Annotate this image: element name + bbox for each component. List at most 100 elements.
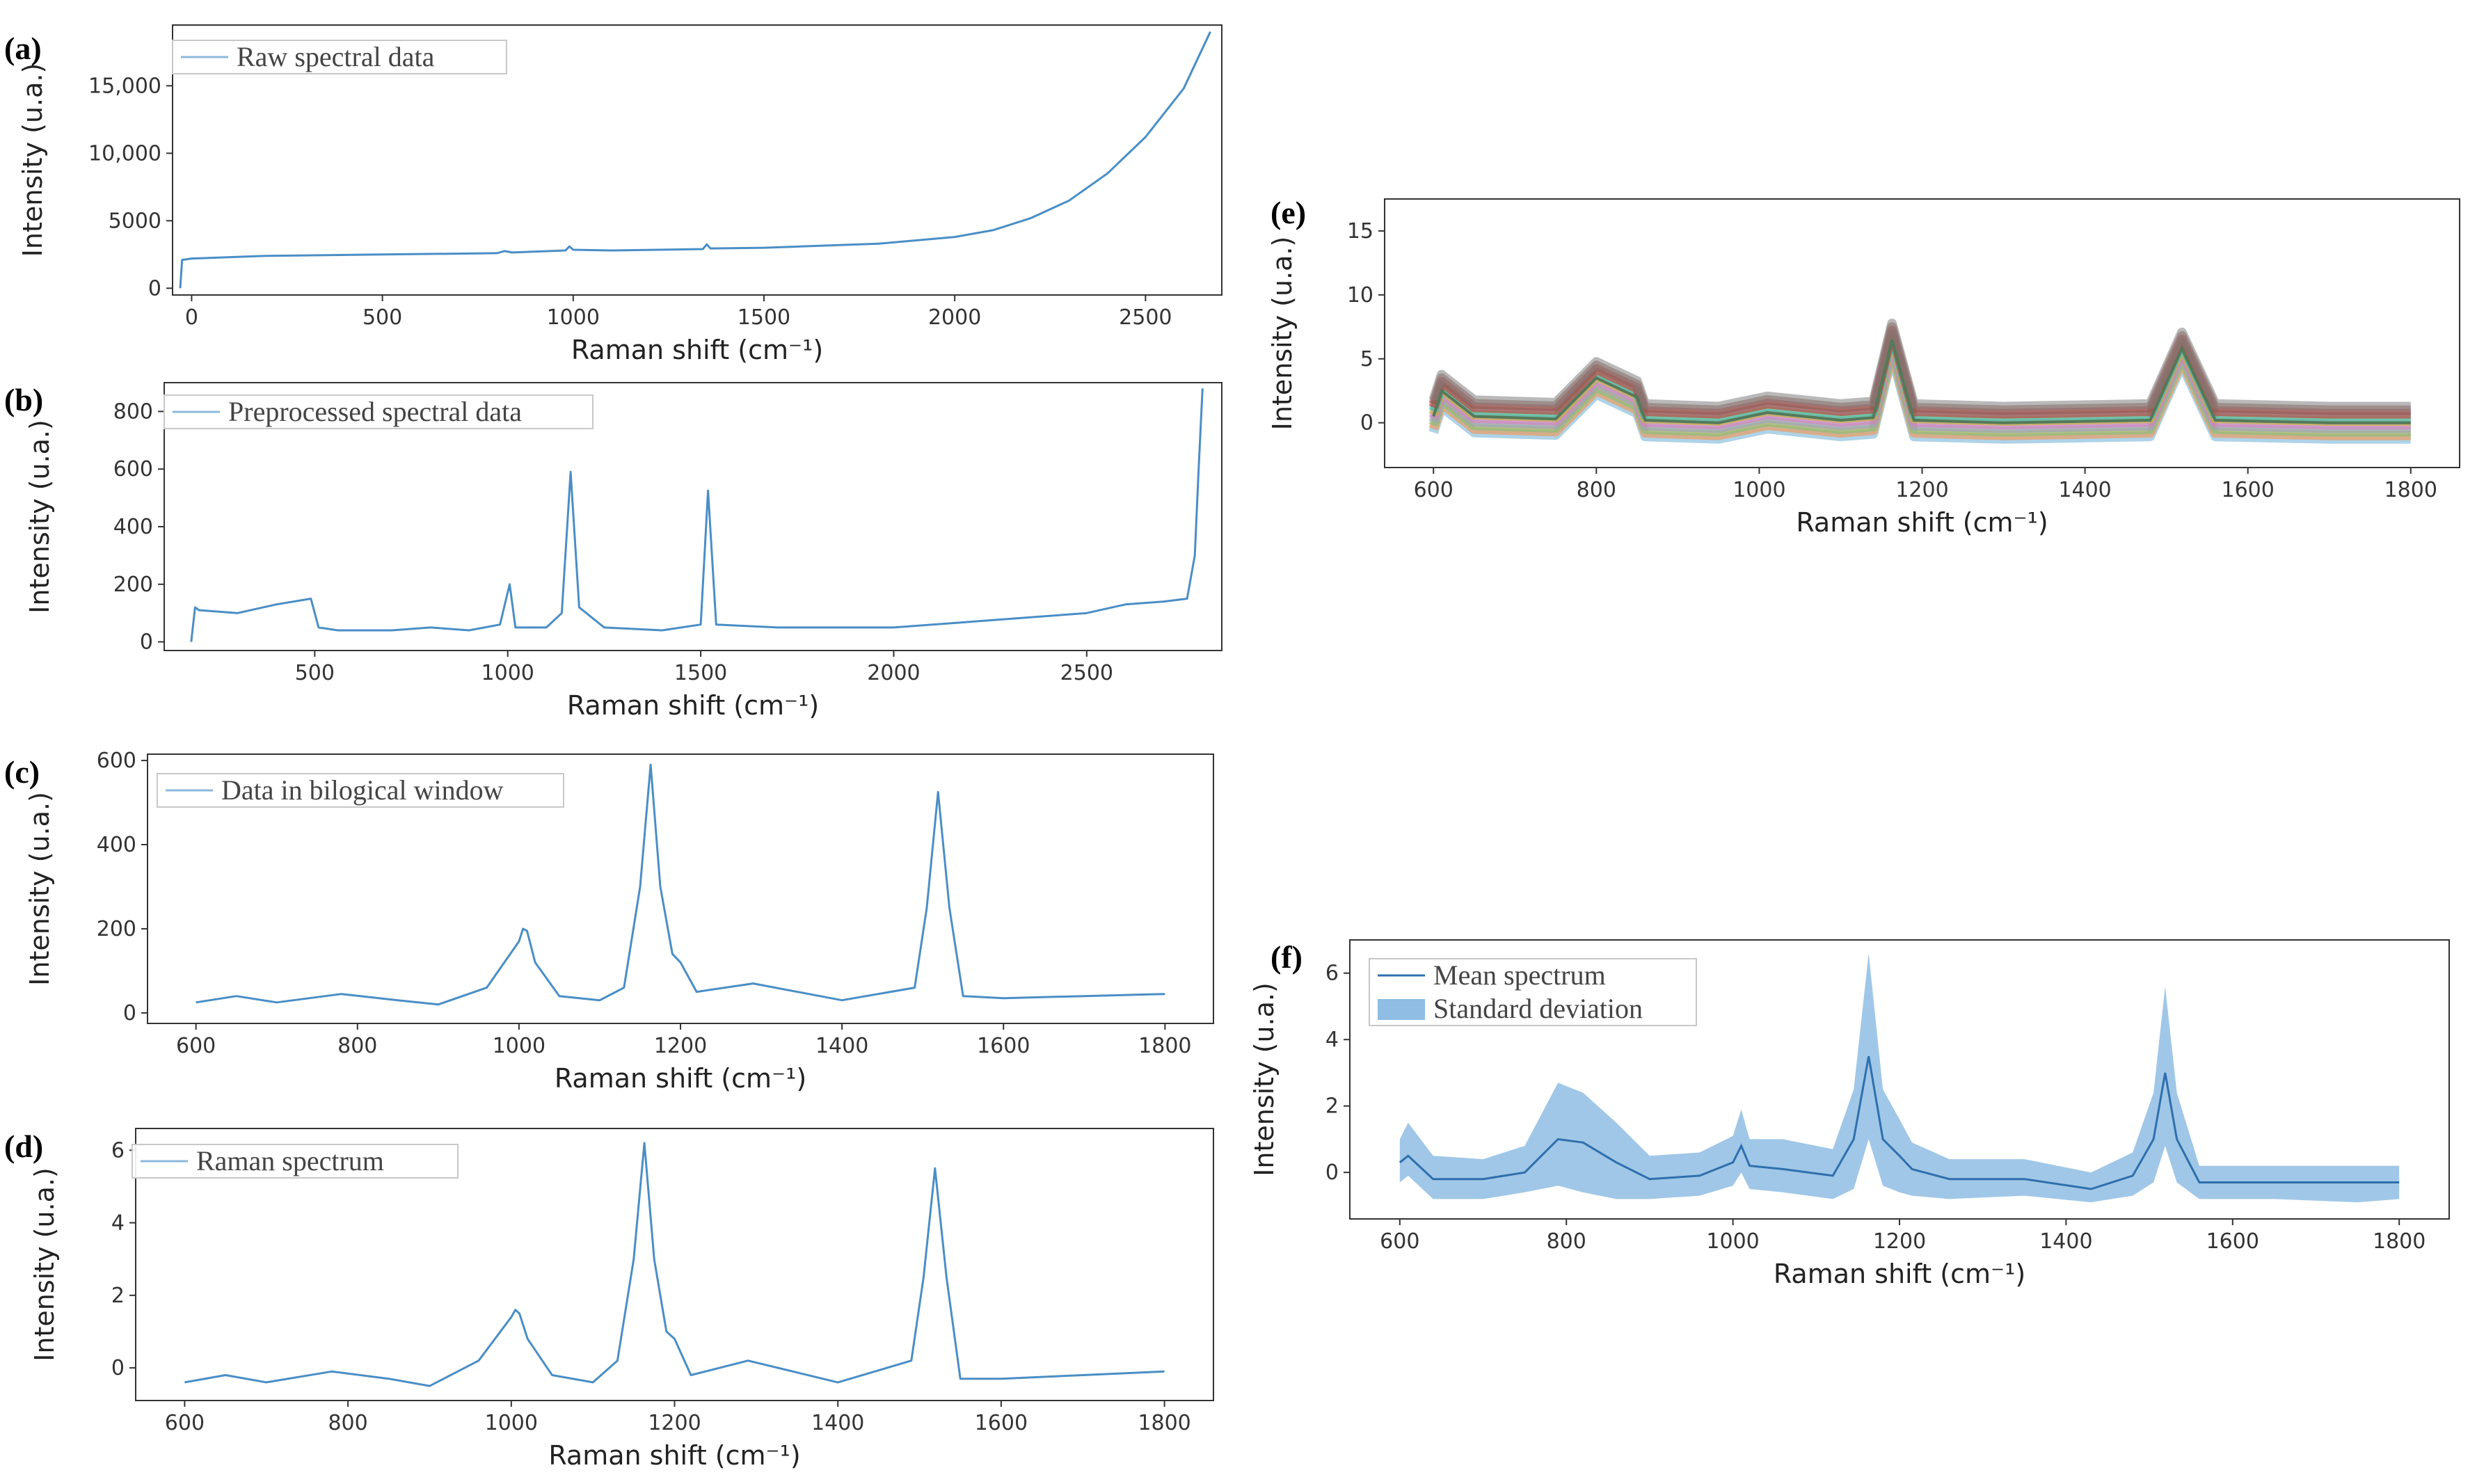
panel-label-e: (e) (1271, 195, 1306, 230)
x-tick-label: 1200 (1873, 1229, 1926, 1254)
x-tick-label: 500 (363, 305, 402, 330)
x-tick-label: 2000 (867, 661, 920, 685)
y-tick-label: 800 (113, 399, 153, 424)
x-tick-label: 1200 (1895, 478, 1948, 502)
x-tick-label: 1000 (493, 1034, 545, 1058)
y-tick-label: 5000 (109, 209, 161, 233)
legend-label-std: Standard deviation (1433, 993, 1643, 1024)
x-axis-title: Raman shift (cm⁻¹) (1796, 507, 2048, 538)
y-tick-label: 5 (1360, 347, 1373, 372)
spectrum-trace (1428, 319, 2411, 412)
x-tick-label: 1000 (485, 1411, 538, 1435)
series-line (190, 388, 1204, 642)
x-axis-title: Raman shift (cm⁻¹) (567, 690, 819, 721)
y-tick-label: 600 (97, 749, 136, 773)
panel-d: (d) 600 800 1000 1200 1400 1600 1800 0 2 4 6 Raman s… (4, 1128, 1214, 1471)
plot-area-e (1428, 319, 2411, 444)
x-tick-label: 600 (176, 1034, 216, 1058)
panel-c: (c) 600 800 1000 1200 1400 1600 1800 0 200 400 600 R… (4, 749, 1214, 1094)
x-axis-title: Raman shift (cm⁻¹) (1774, 1259, 2025, 1289)
y-axis-title: Intensity (u.a.) (24, 792, 55, 986)
x-axis-title: Raman shift (cm⁻¹) (571, 335, 823, 365)
plot-area-f (1399, 953, 2400, 1203)
std-band (1399, 953, 2400, 1203)
x-tick-label: 1600 (2222, 478, 2275, 502)
y-tick-label: 0 (111, 1356, 125, 1380)
x-tick-label: 1600 (2206, 1229, 2259, 1254)
axes-frame (172, 24, 1222, 296)
y-tick-label: 0 (1325, 1160, 1339, 1185)
y-tick-label: 4 (111, 1211, 125, 1236)
y-tick-label: 400 (113, 515, 153, 539)
panel-label-d: (d) (4, 1128, 43, 1164)
x-tick-label: 1000 (547, 305, 600, 330)
y-tick-label: 0 (123, 1001, 136, 1026)
legend-label: Data in bilogical window (221, 774, 504, 806)
x-tick-label: 2500 (1060, 661, 1113, 685)
x-tick-label: 1500 (674, 661, 727, 685)
y-tick-label: 4 (1325, 1028, 1339, 1052)
x-tick-label: 2500 (1119, 305, 1172, 330)
x-tick-label: 1400 (2058, 478, 2111, 502)
series-line (179, 31, 1211, 289)
y-tick-label: 0 (140, 630, 153, 655)
x-tick-label: 2000 (928, 305, 981, 330)
plot-area-d (184, 1142, 1165, 1387)
x-tick-label: 1400 (815, 1034, 868, 1058)
legend-label: Raw spectral data (237, 41, 435, 72)
panel-a: (a) 0 500 1000 1500 2000 2500 0 5000 10,000 15,000… (4, 24, 1222, 365)
panel-b: (b) 500 1000 1500 2000 2500 0 200 400 600 800 Raman… (4, 382, 1222, 721)
x-tick-label: 1400 (2039, 1229, 2092, 1254)
x-tick-label: 600 (165, 1411, 205, 1435)
series-line (196, 763, 1165, 1006)
x-tick-label: 1200 (654, 1034, 707, 1058)
y-tick-label: 200 (113, 573, 153, 597)
x-tick-label: 800 (1547, 1229, 1586, 1254)
legend-box (164, 394, 594, 429)
y-tick-label: 2 (1325, 1094, 1339, 1119)
x-tick-label: 0 (185, 305, 198, 330)
y-tick-label: 15,000 (88, 74, 161, 98)
x-tick-label: 1000 (481, 661, 534, 685)
y-tick-label: 0 (148, 276, 161, 301)
y-axis-title: Intensity (u.a.) (24, 420, 55, 614)
x-tick-label: 1000 (1733, 478, 1785, 502)
panel-label-a: (a) (4, 31, 42, 66)
x-tick-label: 1800 (2373, 1229, 2426, 1254)
panel-label-f: (f) (1271, 939, 1303, 975)
legend-box (157, 773, 564, 808)
x-tick-label: 1600 (977, 1034, 1030, 1058)
y-tick-label: 600 (113, 457, 153, 481)
x-tick-label: 600 (1380, 1229, 1419, 1254)
y-axis-title: Intensity (u.a.) (1249, 982, 1280, 1176)
y-axis-title: Intensity (u.a.) (1267, 237, 1298, 431)
panel-f: (f) 600 800 1000 1200 1400 1600 1800 0 2 4 6 Raman s… (1249, 939, 2450, 1289)
legend-swatch-std (1378, 999, 1425, 1020)
plot-area-b (190, 388, 1204, 642)
x-tick-label: 500 (295, 661, 335, 685)
x-tick-label: 800 (328, 1411, 367, 1435)
spectrum-trace (1432, 339, 2411, 424)
y-tick-label: 6 (111, 1138, 125, 1163)
legend-label: Preprocessed spectral data (228, 396, 522, 427)
y-tick-label: 2 (111, 1284, 125, 1308)
plot-area-c (196, 763, 1165, 1006)
y-tick-label: 15 (1347, 219, 1373, 244)
x-tick-label: 600 (1414, 478, 1453, 502)
panel-label-b: (b) (4, 382, 43, 417)
legend-label-mean: Mean spectrum (1433, 959, 1606, 991)
x-tick-label: 800 (337, 1034, 377, 1058)
y-tick-label: 0 (1360, 411, 1373, 436)
x-tick-label: 1500 (738, 305, 790, 330)
x-axis-title: Raman shift (cm⁻¹) (548, 1440, 800, 1471)
x-tick-label: 1000 (1706, 1229, 1759, 1254)
series-line (184, 1142, 1165, 1387)
axes-frame (164, 382, 1222, 651)
x-tick-label: 1800 (1138, 1411, 1190, 1435)
x-tick-label: 1800 (1138, 1034, 1191, 1058)
plot-area-a (179, 31, 1211, 289)
y-axis-title: Intensity (u.a.) (29, 1167, 60, 1362)
x-axis-title: Raman shift (cm⁻¹) (555, 1063, 806, 1094)
mean-line (1399, 1055, 2400, 1190)
